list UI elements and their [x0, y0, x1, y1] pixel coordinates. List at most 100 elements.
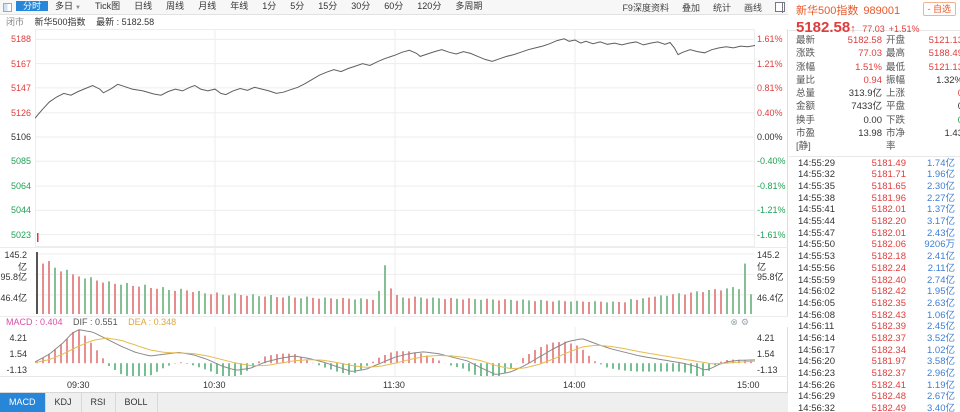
- tool-item-统计[interactable]: 统计: [712, 2, 731, 13]
- volume-chart[interactable]: 145.2亿 145.2亿 95.8亿 95.8亿 46.4亿 46.4亿: [0, 247, 788, 317]
- period-tab-1分[interactable]: 1分: [262, 0, 277, 11]
- tick-row[interactable]: 14:55:29 5181.49 1.74亿: [789, 158, 960, 170]
- period-tab-多周期[interactable]: 多周期: [455, 0, 483, 11]
- stat-label-市盈[静]: 市盈[静]: [796, 128, 816, 153]
- intraday-price-chart[interactable]: 5188 5167 5147 5126 5106 5085 5064 5044 5023 1.61…: [0, 29, 788, 247]
- tick-row[interactable]: 14:56:08 5182.43 1.06亿: [789, 310, 960, 322]
- tick-price: 5182.42: [871, 286, 906, 298]
- tick-row[interactable]: 14:55:56 5182.24 2.11亿: [789, 263, 960, 275]
- stat-value-总量: 313.9亿: [848, 88, 882, 100]
- price-axis-tick: 5023: [10, 229, 31, 240]
- tick-time: 14:56:05: [798, 297, 835, 309]
- period-tab-5分[interactable]: 5分: [290, 0, 305, 11]
- stat-value-换手: 0.00: [863, 114, 883, 126]
- tick-row[interactable]: 14:55:38 5181.96 2.27亿: [789, 193, 960, 205]
- toolbar-right-group: F9深度资料 叠加 统计 画线: [622, 1, 788, 14]
- tick-price: 5182.48: [871, 391, 906, 403]
- tick-row[interactable]: 14:56:11 5182.39 2.45亿: [789, 321, 960, 333]
- tick-price: 5182.40: [871, 274, 906, 286]
- chart-region: 分时 多日 ▼ Tick图 日线 周线 月线 年线 1分 5分 15分 30分 60分 120分 多周期 F…: [0, 0, 788, 412]
- tick-price: 5182.01: [871, 204, 906, 216]
- stat-label-最低: 最低: [886, 61, 906, 73]
- watchlist-button[interactable]: - 自选: [922, 2, 956, 16]
- tick-volume: 1.06亿: [927, 309, 955, 321]
- period-tab-15分[interactable]: 15分: [318, 0, 338, 11]
- pct-axis-tick: 1.21%: [757, 58, 783, 69]
- stat-label-金额: 金额: [796, 101, 816, 113]
- macd-axis-tick: -1.13: [757, 364, 778, 375]
- period-tab-分时[interactable]: 分时: [16, 0, 49, 11]
- tick-row[interactable]: 14:55:47 5182.01 2.43亿: [789, 228, 960, 240]
- indicator-tab-BOLL[interactable]: BOLL: [116, 393, 158, 412]
- stat-label-涨幅: 涨幅: [796, 61, 816, 73]
- tick-row[interactable]: 14:56:29 5182.48 2.67亿: [789, 391, 960, 403]
- panel-toggle-icon[interactable]: [3, 2, 12, 12]
- tick-row[interactable]: 14:56:32 5182.49 3.40亿: [789, 403, 960, 412]
- tick-volume: 1.95亿: [927, 286, 955, 298]
- macd-svg: [35, 327, 755, 376]
- tick-row[interactable]: 14:55:32 5181.71 1.96亿: [789, 169, 960, 181]
- tick-row[interactable]: 14:55:59 5182.40 2.74亿: [789, 275, 960, 287]
- tick-time: 14:55:32: [798, 169, 835, 181]
- macd-axis-tick: 1.54: [757, 348, 775, 359]
- indicator-tab-MACD[interactable]: MACD: [0, 393, 46, 412]
- tick-time: 14:55:50: [798, 239, 835, 251]
- price-axis-tick: 5085: [10, 156, 31, 167]
- period-tab-月线[interactable]: 月线: [198, 0, 217, 11]
- volume-axis-tick: 145.2亿: [4, 249, 27, 272]
- period-tab-多日[interactable]: 多日 ▼: [55, 0, 81, 11]
- tick-row[interactable]: 14:56:05 5182.35 2.63亿: [789, 298, 960, 310]
- period-tab-30分[interactable]: 30分: [351, 0, 371, 11]
- tick-list[interactable]: 14:55:29 5181.49 1.74亿 14:55:32 5181.71 1.96亿…: [789, 157, 960, 412]
- period-tab-年线[interactable]: 年线: [230, 0, 249, 11]
- layout-icon[interactable]: [775, 2, 785, 13]
- gear-icon[interactable]: ⚙: [740, 317, 752, 327]
- tick-row[interactable]: 14:56:14 5182.37 3.52亿: [789, 333, 960, 345]
- toolbar-tools: F9深度资料 叠加 统计 画线: [622, 1, 775, 14]
- tick-time: 14:55:53: [798, 251, 835, 263]
- tick-row[interactable]: 14:55:44 5182.20 3.17亿: [789, 216, 960, 228]
- macd-chart[interactable]: 4.21 4.21 1.54 1.54 -1.13 -1.13: [0, 327, 788, 376]
- tool-item-F9深度资料[interactable]: F9深度资料: [622, 2, 669, 13]
- tool-item-叠加[interactable]: 叠加: [681, 2, 700, 13]
- time-tick-14:00: 14:00: [563, 380, 586, 390]
- quote-header: 新华500指数 989001 - 自选 5182.58↑ 77.03 +1.51%: [789, 0, 960, 36]
- pct-axis-tick: 0.40%: [757, 107, 783, 118]
- tick-time: 14:56:23: [798, 368, 835, 380]
- circle-close-icon[interactable]: ⊗: [730, 317, 741, 327]
- price-axis-tick: 5167: [10, 58, 31, 69]
- price-axis-tick: 5106: [10, 132, 31, 142]
- indicator-tab-RSI[interactable]: RSI: [82, 393, 116, 412]
- time-tick-10:30: 10:30: [203, 380, 226, 390]
- period-tab-日线[interactable]: 日线: [134, 0, 153, 11]
- tick-price: 5182.20: [871, 216, 906, 228]
- period-tab-120分[interactable]: 120分: [417, 0, 442, 11]
- tick-row[interactable]: 14:56:17 5182.34 1.02亿: [789, 345, 960, 357]
- tick-row[interactable]: 14:55:35 5181.65 2.30亿: [789, 181, 960, 193]
- tick-row[interactable]: 14:55:41 5182.01 1.37亿: [789, 204, 960, 216]
- stat-label-换手: 换手: [796, 114, 816, 126]
- volume-axis-tick: 95.8亿: [0, 272, 27, 283]
- tick-row[interactable]: 14:55:53 5182.18 2.41亿: [789, 251, 960, 263]
- tick-row[interactable]: 14:56:20 5181.97 3.58亿: [789, 356, 960, 368]
- volume-axis-tick: 46.4亿: [0, 292, 27, 303]
- tick-row[interactable]: 14:56:02 5182.42 1.95亿: [789, 286, 960, 298]
- tick-time: 14:56:17: [798, 344, 835, 356]
- period-tab-60分[interactable]: 60分: [384, 0, 404, 11]
- pct-axis-tick: -0.40%: [757, 156, 786, 167]
- period-tab-Tick图[interactable]: Tick图: [94, 0, 121, 11]
- tick-row[interactable]: 14:55:50 5182.06 9206万: [789, 239, 960, 251]
- pct-axis-tick: 0.81%: [757, 82, 783, 93]
- tool-item-画线[interactable]: 画线: [743, 2, 762, 13]
- tick-price: 5182.24: [871, 262, 906, 274]
- tick-row[interactable]: 14:56:26 5182.41 1.19亿: [789, 380, 960, 392]
- tick-row[interactable]: 14:56:23 5182.37 2.96亿: [789, 368, 960, 380]
- tick-time: 14:56:08: [798, 309, 835, 321]
- indicator-tab-KDJ[interactable]: KDJ: [46, 393, 82, 412]
- tick-price: 5181.97: [871, 356, 906, 368]
- tick-time: 14:56:20: [798, 356, 835, 368]
- tick-price: 5182.49: [871, 403, 906, 412]
- tick-time: 14:56:14: [798, 332, 835, 344]
- period-tab-周线[interactable]: 周线: [166, 0, 185, 11]
